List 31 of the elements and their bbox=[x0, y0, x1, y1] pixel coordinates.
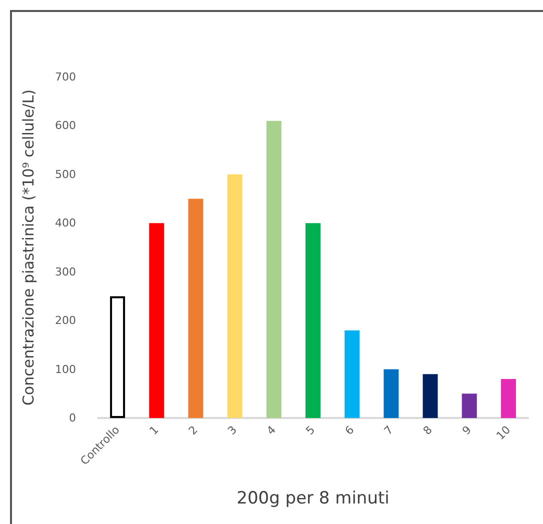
bar bbox=[110, 296, 126, 418]
y-tick-label: 300 bbox=[55, 265, 76, 278]
bar bbox=[306, 223, 320, 418]
x-tick-label: 4 bbox=[264, 423, 279, 438]
bar bbox=[266, 120, 282, 418]
y-tick-label: 100 bbox=[55, 362, 76, 376]
y-tick-label: 0 bbox=[69, 412, 76, 424]
x-axis-title: 200g per 8 minuti bbox=[236, 488, 390, 508]
y-tick-label: 400 bbox=[55, 216, 76, 230]
x-tick-label: 6 bbox=[342, 423, 357, 438]
x-tick-label: 7 bbox=[382, 423, 396, 438]
x-tick-label: 3 bbox=[225, 423, 240, 438]
x-tick-label: 1 bbox=[147, 423, 162, 438]
x-tick-label: 9 bbox=[460, 423, 474, 438]
bar bbox=[149, 223, 164, 418]
bar bbox=[422, 374, 438, 418]
y-tick-label: 200 bbox=[55, 314, 76, 328]
bar bbox=[188, 198, 204, 418]
bar bbox=[227, 174, 242, 418]
bar bbox=[344, 330, 360, 418]
y-tick-label: 600 bbox=[55, 119, 76, 132]
bar bbox=[500, 379, 516, 418]
x-tick-label: 5 bbox=[303, 423, 318, 438]
y-tick-label: 700 bbox=[55, 70, 76, 84]
bar bbox=[384, 369, 399, 418]
x-tick-label: 10 bbox=[494, 423, 514, 442]
bar bbox=[462, 394, 477, 418]
x-tick-label: 8 bbox=[420, 423, 435, 438]
y-tick-label: 500 bbox=[55, 168, 76, 181]
y-axis-title: Concentrazione piastrinica (*10⁹ cellule/L) bbox=[20, 89, 38, 406]
x-tick-label: 2 bbox=[186, 423, 200, 438]
